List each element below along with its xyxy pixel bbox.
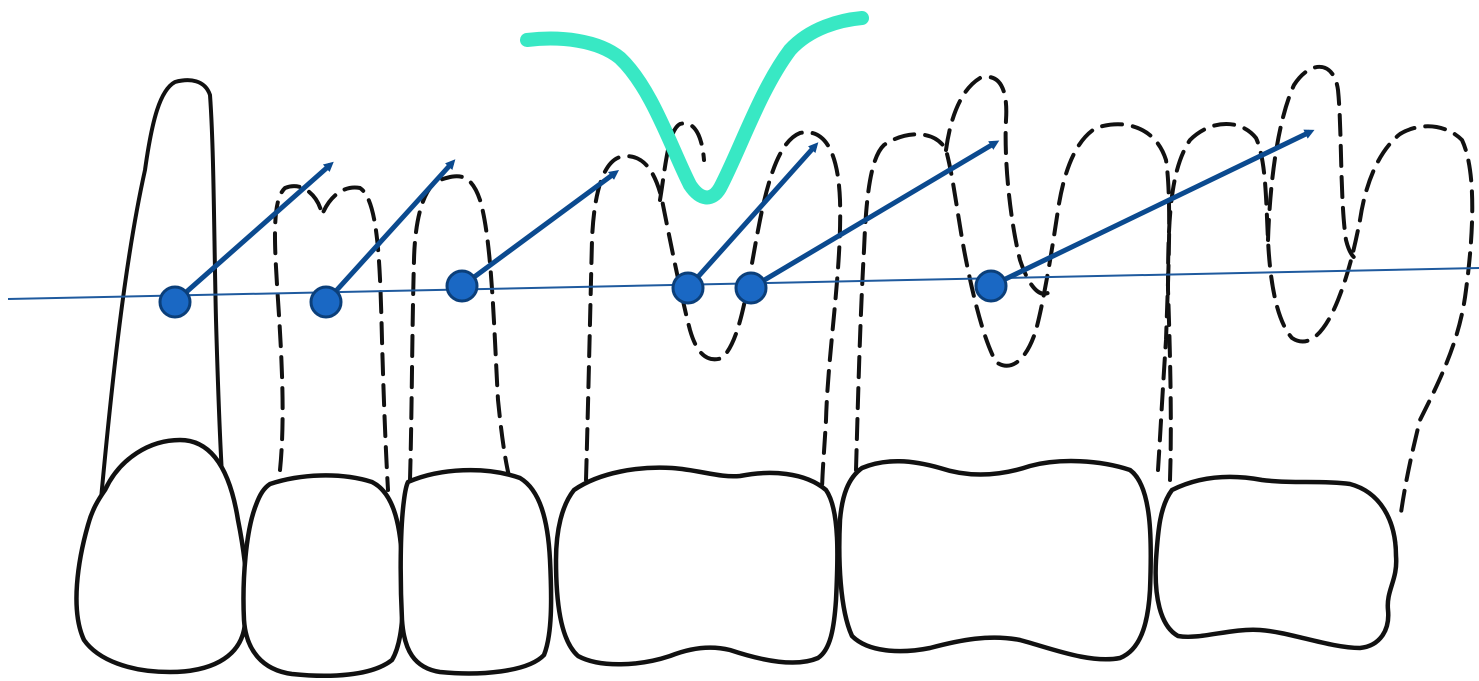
contact-point [445, 269, 479, 303]
third-molar-crown [1153, 474, 1399, 651]
second-premolar-crown [398, 467, 554, 676]
axis-arrow [324, 159, 456, 304]
contact-point [158, 285, 192, 319]
contact-point [974, 269, 1008, 303]
first-molar-mesial-root-inner [658, 121, 706, 202]
canine-crown [74, 437, 250, 675]
curve-of-spee-v-shape [520, 11, 869, 205]
axis-arrow [989, 129, 1315, 289]
second-molar-root [854, 122, 1172, 472]
axis-arrow [686, 142, 819, 290]
third-molar-inner-root [1266, 64, 1364, 262]
second-molar-crown [837, 458, 1154, 662]
roots [98, 64, 1475, 522]
crowns [74, 437, 1399, 679]
axis-arrow [460, 170, 620, 289]
axis-arrow [173, 161, 334, 304]
axis-arrows [173, 129, 1315, 304]
contact-points [158, 269, 1008, 319]
canine-root [98, 78, 224, 512]
second-premolar-root [408, 174, 512, 482]
contact-point [734, 271, 768, 305]
second-molar-inner-root [944, 74, 1054, 296]
contact-point [671, 271, 705, 305]
contact-point [309, 285, 343, 319]
first-premolar-root [273, 184, 390, 492]
first-molar-crown [553, 465, 840, 667]
third-molar-root [1166, 122, 1475, 522]
first-molar-root [584, 130, 843, 497]
first-premolar-crown [241, 473, 406, 679]
axis-arrow [749, 140, 1000, 291]
